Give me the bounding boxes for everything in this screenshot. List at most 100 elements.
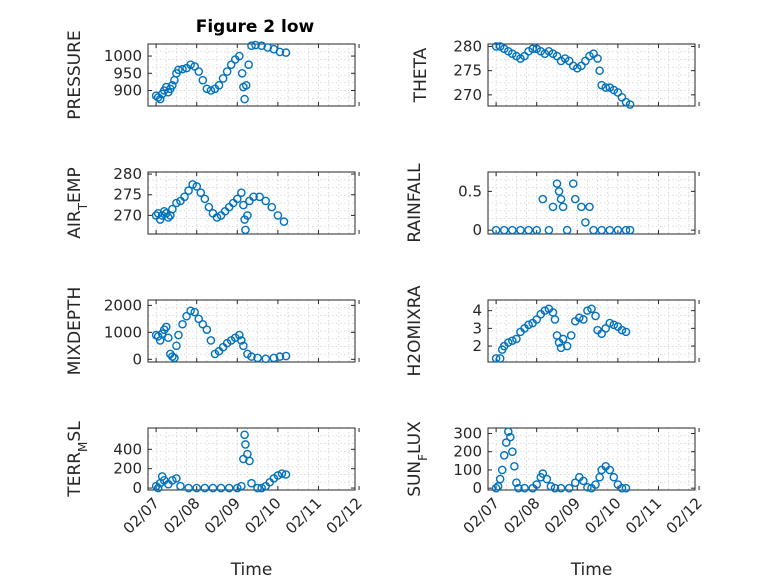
data-point	[241, 81, 251, 90]
data-point	[168, 352, 177, 361]
data-point	[198, 75, 208, 85]
data-point	[589, 225, 598, 235]
data-point	[224, 483, 234, 493]
data-point	[583, 482, 592, 492]
data-point	[570, 194, 580, 204]
data-point	[161, 322, 171, 332]
axes-frame	[147, 299, 356, 363]
data-point	[172, 341, 181, 351]
axes-frame	[147, 427, 356, 491]
data-point	[524, 320, 533, 330]
data-point	[184, 483, 193, 493]
y-tick-label: 100	[453, 461, 482, 479]
data-point	[216, 483, 226, 493]
data-point	[556, 343, 566, 353]
subplot-row2-left: 270 275 280 AIRTEMP	[65, 165, 360, 239]
data-point	[247, 352, 256, 361]
data-point	[546, 482, 556, 491]
data-point	[202, 325, 212, 334]
data-point	[621, 225, 631, 235]
data-point	[174, 330, 183, 340]
data-point	[277, 469, 287, 478]
data-point	[153, 483, 163, 493]
data-point	[552, 179, 562, 188]
data-point	[508, 447, 517, 457]
x-tick-label: 02/10	[581, 494, 624, 537]
data-point	[540, 306, 550, 315]
y-tick-label: 2000	[104, 296, 142, 314]
data-point	[503, 427, 513, 436]
data-point	[499, 451, 509, 460]
data-point	[516, 225, 525, 235]
data-point	[510, 461, 519, 471]
data-point	[168, 204, 177, 214]
data-point	[241, 225, 250, 235]
data-point	[275, 352, 285, 361]
data-point	[597, 225, 606, 235]
data-point	[491, 42, 501, 51]
data-point	[186, 60, 195, 69]
data-point	[568, 179, 578, 188]
data-point	[245, 456, 254, 466]
data-point	[609, 472, 619, 482]
axes-frame	[487, 299, 696, 363]
data-point	[544, 225, 554, 235]
data-point	[192, 182, 202, 191]
data-point	[269, 353, 279, 363]
data-point	[617, 483, 627, 493]
data-point	[182, 311, 191, 321]
data-point	[200, 483, 210, 493]
x-tick-label: 02/10	[241, 494, 284, 537]
y-tick-label: 0.5	[458, 182, 482, 200]
data-point	[532, 315, 542, 324]
data-point	[508, 336, 517, 346]
data-point	[206, 86, 216, 95]
data-point	[263, 43, 273, 52]
y-tick-label: 4	[472, 302, 482, 320]
data-point	[528, 44, 537, 54]
y-tick-label: 950	[113, 64, 142, 82]
data-point	[253, 353, 262, 363]
axes-frame	[487, 171, 696, 235]
y-tick-label: 300	[453, 424, 482, 442]
data-point	[172, 474, 181, 483]
data-point	[273, 471, 283, 480]
data-point	[593, 54, 602, 63]
data-point	[585, 202, 594, 212]
data-point	[243, 211, 252, 220]
data-point	[237, 68, 247, 78]
data-point	[206, 336, 216, 345]
data-point	[178, 319, 187, 329]
data-point	[617, 325, 627, 335]
data-point	[194, 314, 204, 324]
figure-title: Figure 2 low	[196, 17, 315, 37]
x-tick-label: 02/11	[282, 494, 325, 537]
data-point	[192, 483, 202, 493]
data-point	[194, 67, 204, 76]
data-point	[237, 336, 246, 345]
data-point	[566, 331, 576, 340]
y-tick-label: 0	[472, 221, 482, 239]
data-point	[595, 472, 604, 482]
data-point	[212, 213, 222, 222]
y-axis-label: PRESSURE	[65, 30, 85, 119]
data-point	[281, 351, 291, 361]
data-point	[503, 338, 513, 347]
data-point	[155, 94, 165, 104]
axes-frame	[487, 43, 696, 107]
data-point	[512, 334, 521, 344]
data-point	[261, 354, 271, 364]
data-point	[581, 218, 590, 227]
data-point	[204, 202, 214, 212]
data-point	[625, 225, 635, 235]
x-tick-label: 02/07	[460, 494, 503, 537]
data-point	[232, 483, 242, 493]
data-point	[570, 478, 580, 488]
subplot-row3-right: 234 H2OMIXRA	[405, 285, 700, 377]
data-point	[163, 213, 173, 222]
data-point	[224, 202, 234, 212]
data-point	[241, 440, 250, 449]
data-point	[550, 483, 560, 493]
data-point	[188, 180, 197, 189]
